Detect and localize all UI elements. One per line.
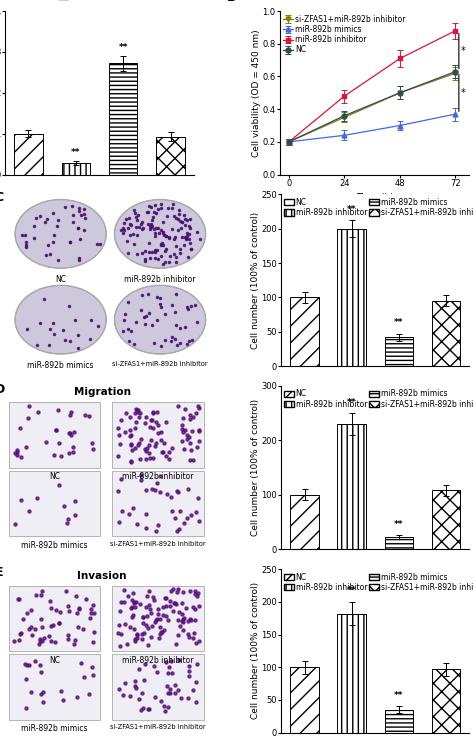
Y-axis label: Cell number (100% of control): Cell number (100% of control): [251, 212, 260, 349]
Bar: [432, 491, 460, 549]
Bar: [9, 403, 100, 468]
Y-axis label: Cell number (100% of control): Cell number (100% of control): [251, 399, 260, 536]
Bar: [432, 300, 460, 366]
Legend: si-ZFAS1+miR-892b inhibitor, miR-892b mimics, miR-892b inhibitor, NC: si-ZFAS1+miR-892b inhibitor, miR-892b mi…: [283, 15, 405, 54]
Text: NC: NC: [49, 472, 60, 482]
Text: C: C: [0, 191, 3, 204]
Text: **: **: [394, 519, 403, 528]
Text: **: **: [347, 205, 356, 214]
Text: miR-892b mimics: miR-892b mimics: [21, 541, 88, 550]
Text: si-ZFAS1+miR-892b inhibitor: si-ZFAS1+miR-892b inhibitor: [110, 541, 206, 547]
Text: Invasion: Invasion: [77, 571, 127, 581]
Legend: NC, miR-892b inhibitor, miR-892b mimics, si-ZFAS1+miR-892b inhibitor: NC, miR-892b inhibitor, miR-892b mimics,…: [281, 386, 474, 411]
Bar: [384, 710, 413, 733]
Bar: [291, 667, 319, 733]
Bar: [9, 585, 100, 651]
Bar: [291, 495, 319, 549]
Bar: [112, 585, 203, 651]
Text: si-ZFAS1+miR-892b inhibitor: si-ZFAS1+miR-892b inhibitor: [112, 361, 208, 367]
Bar: [112, 654, 203, 719]
Bar: [156, 137, 185, 175]
Legend: NC, miR-892b inhibitor, miR-892b mimics, si-ZFAS1+miR-892b inhibitor: NC, miR-892b inhibitor, miR-892b mimics,…: [281, 570, 474, 595]
Text: B: B: [227, 0, 236, 4]
Bar: [9, 471, 100, 536]
Ellipse shape: [115, 200, 206, 268]
Bar: [384, 537, 413, 549]
Text: miR-892b inhibitor: miR-892b inhibitor: [122, 472, 194, 482]
Text: NC: NC: [49, 656, 60, 665]
Bar: [337, 229, 366, 366]
Text: miR-892b inhibitor: miR-892b inhibitor: [122, 656, 194, 665]
Text: miR-892b inhibitor: miR-892b inhibitor: [124, 275, 196, 284]
Legend: NC, miR-892b mimics, miR-892b inhibitor, si-ZFAS1+miR-892b inhibitor: NC, miR-892b mimics, miR-892b inhibitor,…: [0, 0, 183, 4]
Text: miR-892b mimics: miR-892b mimics: [27, 361, 94, 370]
Bar: [112, 471, 203, 536]
Legend: NC, miR-892b inhibitor, miR-892b mimics, si-ZFAS1+miR-892b inhibitor: NC, miR-892b inhibitor, miR-892b mimics,…: [281, 195, 474, 220]
Bar: [62, 163, 90, 175]
Text: NC: NC: [55, 275, 66, 284]
Bar: [109, 64, 137, 175]
Bar: [14, 134, 43, 175]
Bar: [291, 297, 319, 366]
Bar: [337, 424, 366, 549]
Bar: [337, 613, 366, 733]
Text: D: D: [0, 383, 5, 396]
Y-axis label: Cell number (100% of control): Cell number (100% of control): [251, 582, 260, 719]
Text: **: **: [394, 691, 403, 700]
Bar: [432, 669, 460, 733]
Text: *: *: [461, 88, 466, 98]
Text: si-ZFAS1+miR-892b inhibitor: si-ZFAS1+miR-892b inhibitor: [110, 724, 206, 730]
X-axis label: Time (h): Time (h): [356, 193, 393, 202]
Text: **: **: [347, 586, 356, 595]
Text: *: *: [461, 46, 466, 56]
Ellipse shape: [115, 286, 206, 354]
Text: **: **: [118, 43, 128, 52]
Text: E: E: [0, 566, 3, 579]
Bar: [112, 403, 203, 468]
Ellipse shape: [15, 200, 106, 268]
Bar: [384, 337, 413, 366]
Text: miR-892b mimics: miR-892b mimics: [21, 724, 88, 733]
Text: **: **: [71, 148, 81, 157]
Text: Migration: Migration: [73, 388, 130, 397]
Y-axis label: Cell viability (OD = 450 nm): Cell viability (OD = 450 nm): [252, 29, 261, 157]
Text: **: **: [394, 318, 403, 327]
Ellipse shape: [15, 286, 106, 354]
Text: **: **: [347, 397, 356, 406]
Bar: [9, 654, 100, 719]
